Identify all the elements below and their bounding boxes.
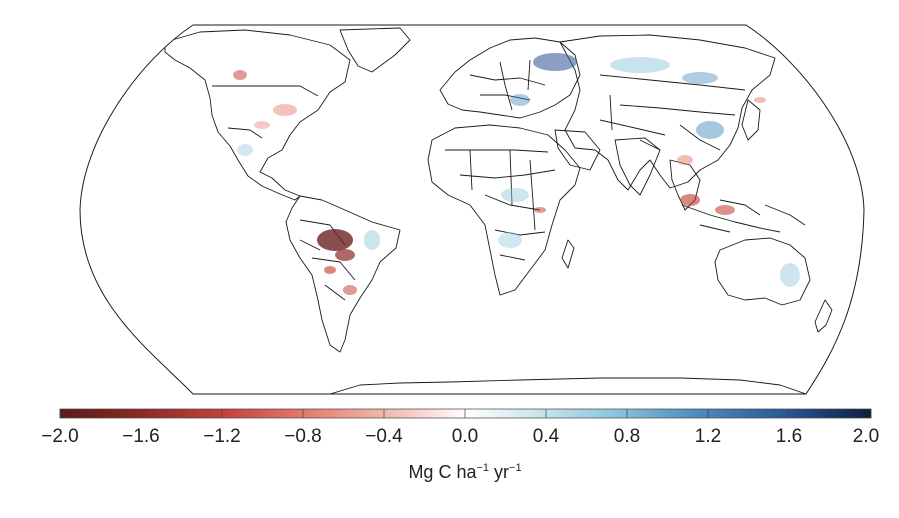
asia-borders	[599, 74, 746, 151]
colorbar-tick-label: −2.0	[41, 426, 79, 447]
europe-borders	[469, 59, 546, 111]
colorbar-tick-label: 0.0	[451, 426, 479, 447]
africa-outline	[427, 124, 581, 296]
greenland-outline	[339, 27, 411, 73]
africa-borders	[445, 149, 556, 261]
europe-outline	[439, 37, 581, 119]
colorbar-tick-label: −1.2	[203, 426, 241, 447]
india-outline	[614, 137, 661, 196]
map-frame	[79, 24, 865, 395]
colorbar	[59, 408, 872, 419]
gain-patches	[237, 53, 800, 287]
world-map	[79, 24, 865, 395]
australia-outline	[714, 237, 811, 306]
north-america-outline	[164, 29, 351, 201]
south-america-borders	[299, 219, 356, 301]
colorbar-tick-label: 1.6	[775, 426, 803, 447]
arabia-outline	[554, 129, 601, 171]
colorbar-unit-label: Mg C ha−1 yr−1	[408, 462, 522, 482]
new-zealand-outline	[814, 299, 833, 333]
loss-patches	[233, 70, 766, 295]
colorbar-tick-label: 2.0	[852, 426, 880, 447]
south-america-outline	[285, 195, 401, 353]
colorbar-tick-marks	[59, 409, 872, 418]
madagascar-outline	[561, 239, 575, 269]
colorbar-tick-label: 0.8	[613, 426, 641, 447]
colorbar-tick-label: −0.8	[284, 426, 322, 447]
colorbar-gradient	[59, 408, 872, 419]
antarctica-outline	[329, 377, 807, 394]
colorbar-tick-label: −1.6	[122, 426, 160, 447]
colorbar-tick-label: −0.4	[365, 426, 403, 447]
colorbar-tick-label: 0.4	[532, 426, 560, 447]
asia-outline	[559, 34, 776, 191]
japan-outline	[741, 99, 761, 141]
colorbar-tick-label: 1.2	[694, 426, 722, 447]
us-canada-border	[212, 85, 319, 97]
us-mexico-border	[227, 127, 263, 139]
